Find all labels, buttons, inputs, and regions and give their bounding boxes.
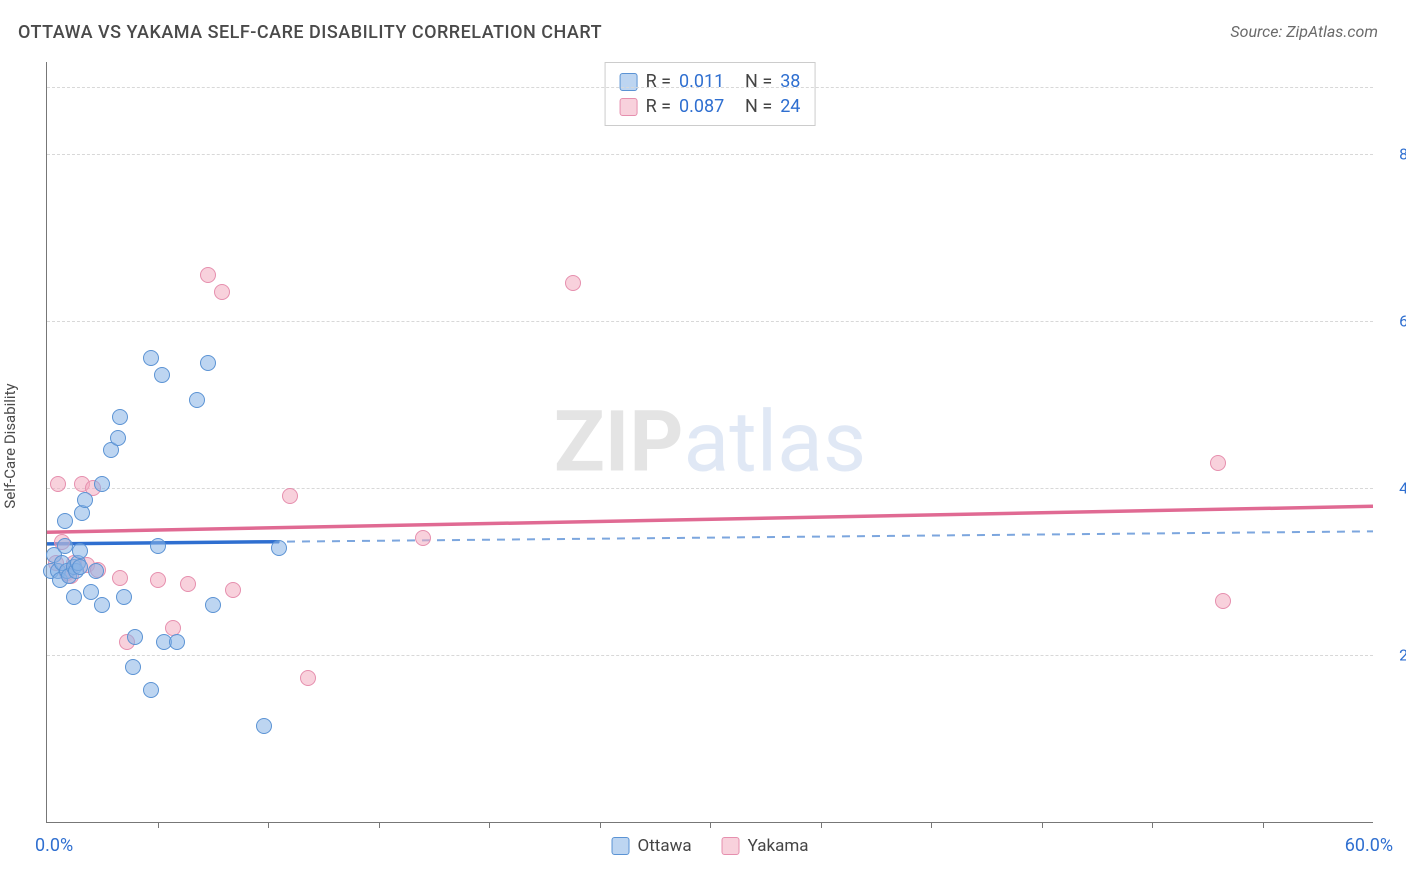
data-point-ottawa	[72, 543, 88, 559]
x-tick-mark	[379, 822, 380, 828]
data-point-ottawa	[205, 597, 221, 613]
data-point-ottawa	[112, 409, 128, 425]
legend-item-yakama: Yakama	[722, 836, 809, 856]
x-tick-mark	[821, 822, 822, 828]
swatch-ottawa	[612, 837, 630, 855]
watermark-atlas: atlas	[684, 393, 867, 492]
y-tick-label: 6.0%	[1381, 311, 1406, 330]
n-label: N =	[745, 96, 772, 117]
watermark: ZIPatlas	[554, 393, 866, 492]
data-point-yakama	[415, 530, 431, 546]
grid-line	[47, 488, 1373, 489]
x-axis-start-label: 0.0%	[35, 835, 73, 856]
data-point-ottawa	[200, 355, 216, 371]
x-tick-mark	[1042, 822, 1043, 828]
chart-source: Source: ZipAtlas.com	[1230, 22, 1378, 41]
x-tick-mark	[931, 822, 932, 828]
legend-row-yakama: R = 0.087 N = 24	[620, 94, 801, 119]
data-point-ottawa	[57, 538, 73, 554]
y-tick-label: 8.0%	[1381, 144, 1406, 163]
x-axis-end-label: 60.0%	[1345, 835, 1393, 856]
x-tick-mark	[1152, 822, 1153, 828]
x-tick-mark	[268, 822, 269, 828]
data-point-yakama	[180, 576, 196, 592]
data-point-ottawa	[189, 392, 205, 408]
data-point-ottawa	[125, 659, 141, 675]
data-point-yakama	[282, 488, 298, 504]
y-axis-label: Self-Care Disability	[1, 383, 19, 508]
n-value-yakama: 24	[780, 96, 800, 117]
data-point-ottawa	[94, 476, 110, 492]
data-point-yakama	[150, 572, 166, 588]
r-label: R =	[646, 71, 671, 92]
n-label: N =	[745, 71, 772, 92]
data-point-yakama	[1215, 593, 1231, 609]
legend-row-ottawa: R = 0.011 N = 38	[620, 69, 801, 94]
data-point-yakama	[112, 570, 128, 586]
watermark-zip: ZIP	[554, 393, 684, 492]
legend-label-ottawa: Ottawa	[638, 836, 692, 856]
data-point-ottawa	[127, 629, 143, 645]
data-point-ottawa	[271, 540, 287, 556]
y-tick-label: 2.0%	[1381, 645, 1406, 664]
r-label: R =	[646, 96, 671, 117]
grid-line	[47, 87, 1373, 88]
trend-lines	[47, 62, 1373, 822]
data-point-ottawa	[169, 634, 185, 650]
data-point-ottawa	[66, 589, 82, 605]
y-tick-label: 4.0%	[1381, 478, 1406, 497]
data-point-ottawa	[150, 538, 166, 554]
data-point-ottawa	[154, 367, 170, 383]
data-point-yakama	[200, 267, 216, 283]
data-point-ottawa	[57, 513, 73, 529]
data-point-yakama	[565, 275, 581, 291]
grid-line	[47, 154, 1373, 155]
data-point-yakama	[225, 582, 241, 598]
x-tick-mark	[489, 822, 490, 828]
legend-label-yakama: Yakama	[748, 836, 809, 856]
legend-item-ottawa: Ottawa	[612, 836, 692, 856]
data-point-ottawa	[94, 597, 110, 613]
data-point-yakama	[1210, 455, 1226, 471]
plot-area: ZIPatlas R = 0.011 N = 38 R = 0.087 N = …	[46, 62, 1373, 823]
x-tick-mark	[1263, 822, 1264, 828]
data-point-ottawa	[143, 350, 159, 366]
data-point-ottawa	[77, 492, 93, 508]
chart-title: OTTAWA VS YAKAMA SELF-CARE DISABILITY CO…	[18, 22, 602, 43]
data-point-ottawa	[116, 589, 132, 605]
r-value-ottawa: 0.011	[679, 71, 737, 92]
data-point-yakama	[300, 670, 316, 686]
data-point-ottawa	[88, 563, 104, 579]
x-tick-mark	[710, 822, 711, 828]
chart-container: OTTAWA VS YAKAMA SELF-CARE DISABILITY CO…	[0, 0, 1406, 892]
data-point-ottawa	[256, 718, 272, 734]
r-value-yakama: 0.087	[679, 96, 737, 117]
swatch-yakama	[620, 98, 638, 116]
data-point-ottawa	[143, 682, 159, 698]
grid-line	[47, 655, 1373, 656]
x-tick-mark	[600, 822, 601, 828]
data-point-ottawa	[72, 559, 88, 575]
data-point-ottawa	[110, 430, 126, 446]
legend-correlation: R = 0.011 N = 38 R = 0.087 N = 24	[605, 62, 816, 126]
grid-line	[47, 321, 1373, 322]
x-tick-mark	[158, 822, 159, 828]
data-point-yakama	[214, 284, 230, 300]
n-value-ottawa: 38	[780, 71, 800, 92]
legend-series: Ottawa Yakama	[612, 836, 809, 856]
data-point-yakama	[50, 476, 66, 492]
swatch-yakama	[722, 837, 740, 855]
